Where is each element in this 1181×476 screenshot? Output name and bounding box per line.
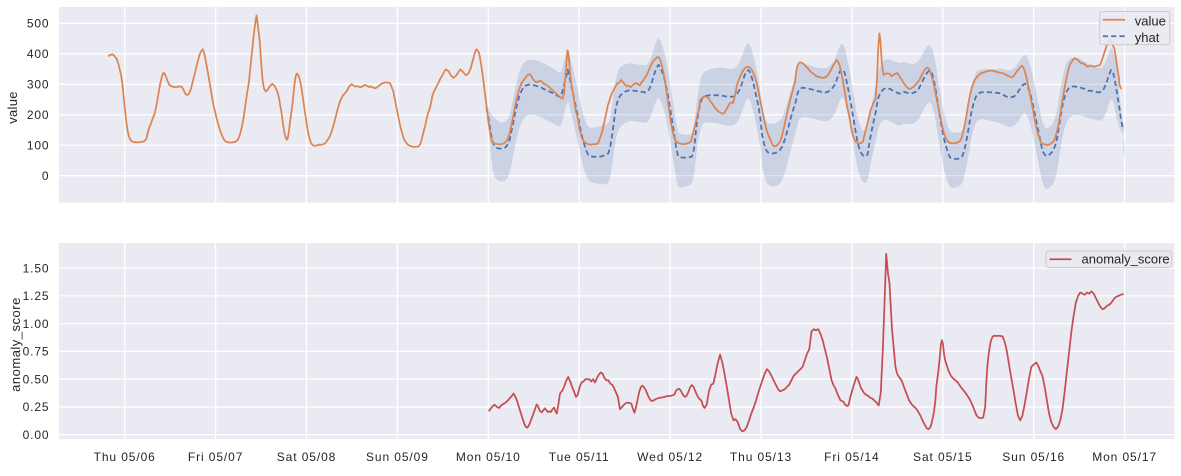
- svg-text:Sat 05/08: Sat 05/08: [277, 450, 336, 464]
- svg-text:1.00: 1.00: [23, 317, 50, 331]
- svg-text:Sun 05/16: Sun 05/16: [1002, 450, 1065, 464]
- svg-text:Mon 05/17: Mon 05/17: [1092, 450, 1157, 464]
- svg-text:Fri 05/07: Fri 05/07: [188, 450, 243, 464]
- svg-text:100: 100: [27, 139, 50, 153]
- svg-text:1.25: 1.25: [23, 289, 50, 303]
- svg-text:0.75: 0.75: [23, 345, 50, 359]
- svg-text:1.50: 1.50: [23, 261, 50, 275]
- svg-text:0: 0: [42, 169, 50, 183]
- svg-text:Thu 05/13: Thu 05/13: [730, 450, 792, 464]
- svg-text:value: value: [1135, 14, 1166, 29]
- svg-text:500: 500: [27, 17, 50, 31]
- svg-text:Fri 05/14: Fri 05/14: [824, 450, 879, 464]
- svg-text:Mon 05/10: Mon 05/10: [456, 450, 521, 464]
- svg-text:0.00: 0.00: [23, 428, 50, 442]
- svg-text:Thu 05/06: Thu 05/06: [94, 450, 156, 464]
- svg-text:Tue 05/11: Tue 05/11: [549, 450, 610, 464]
- svg-text:Wed 05/12: Wed 05/12: [637, 450, 703, 464]
- svg-text:yhat: yhat: [1135, 30, 1160, 45]
- svg-text:value: value: [5, 91, 20, 124]
- svg-text:anomaly_score: anomaly_score: [1082, 251, 1170, 266]
- svg-text:400: 400: [27, 47, 50, 61]
- svg-text:Sat 05/15: Sat 05/15: [913, 450, 972, 464]
- svg-text:200: 200: [27, 108, 50, 122]
- svg-text:0.50: 0.50: [23, 373, 50, 387]
- svg-text:anomaly_score: anomaly_score: [8, 297, 23, 392]
- svg-text:Sun 05/09: Sun 05/09: [366, 450, 429, 464]
- svg-text:300: 300: [27, 78, 50, 92]
- svg-text:0.25: 0.25: [23, 400, 50, 414]
